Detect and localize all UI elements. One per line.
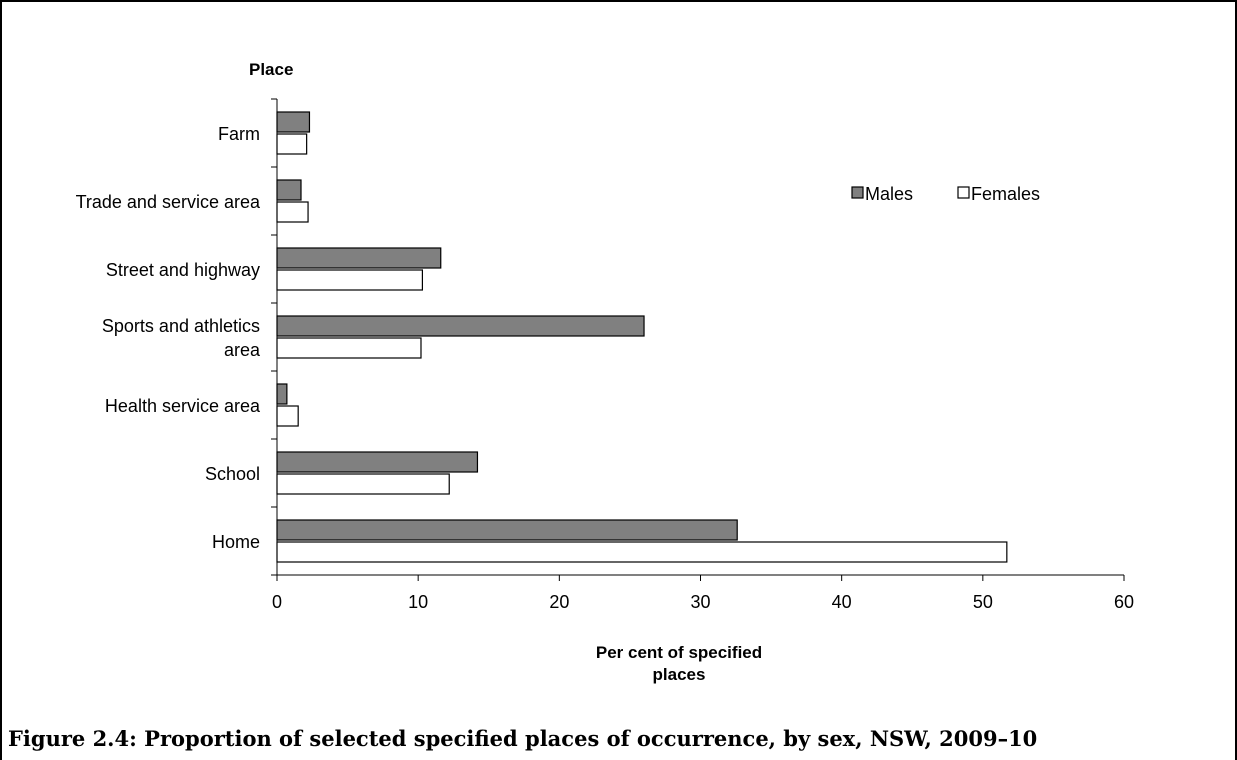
category-label: Sports and athletics bbox=[102, 316, 260, 336]
x-axis-title: Per cent of specified bbox=[596, 643, 762, 662]
x-tick-label: 10 bbox=[408, 592, 428, 612]
bar-males bbox=[276, 519, 738, 541]
bar-females bbox=[276, 133, 308, 155]
category-label: Home bbox=[212, 532, 260, 552]
category-label: Health service area bbox=[105, 396, 261, 416]
bar-females bbox=[276, 201, 309, 223]
x-axis-title: places bbox=[653, 665, 706, 684]
bar-females bbox=[276, 473, 450, 495]
bar-females bbox=[276, 405, 299, 427]
bar-females bbox=[276, 269, 424, 291]
bar-females bbox=[276, 337, 422, 359]
x-tick-label: 20 bbox=[549, 592, 569, 612]
category-label: Street and highway bbox=[106, 260, 260, 280]
bar-males bbox=[276, 315, 645, 337]
y-axis-title: Place bbox=[249, 60, 293, 79]
x-tick-label: 0 bbox=[272, 592, 282, 612]
bar-females bbox=[276, 541, 1008, 563]
bar-chart: 0 10 20 30 40 50 60 Place Per cent of specified p… bbox=[76, 60, 1134, 684]
legend-label-males: Males bbox=[865, 184, 913, 204]
bar-males bbox=[276, 451, 479, 473]
category-label: area bbox=[224, 340, 261, 360]
legend-label-females: Females bbox=[971, 184, 1040, 204]
bar-males bbox=[276, 111, 311, 133]
category-label: School bbox=[205, 464, 260, 484]
x-tick-label: 60 bbox=[1114, 592, 1134, 612]
bar-males bbox=[276, 179, 302, 201]
figure-caption: Figure 2.4: Proportion of selected speci… bbox=[8, 726, 1038, 751]
category-label: Trade and service area bbox=[76, 192, 261, 212]
x-tick-label: 50 bbox=[973, 592, 993, 612]
legend-swatch-males bbox=[851, 186, 864, 199]
legend-swatch-females bbox=[957, 186, 970, 199]
category-label: Farm bbox=[218, 124, 260, 144]
bar-males bbox=[276, 383, 288, 405]
x-tick-label: 30 bbox=[690, 592, 710, 612]
x-tick-label: 40 bbox=[832, 592, 852, 612]
bar-males bbox=[276, 247, 442, 269]
